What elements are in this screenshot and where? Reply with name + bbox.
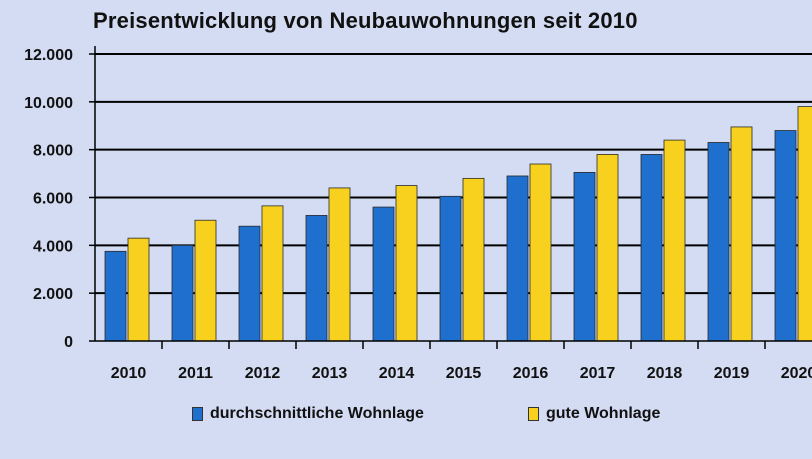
bar-durchschnittliche-wohnlage-2012	[238, 225, 261, 342]
bar-gute-wohnlage-2017	[596, 154, 619, 342]
legend-swatch-yellow	[528, 407, 539, 421]
legend-label: gute Wohnlage	[546, 405, 661, 422]
bar-durchschnittliche-wohnlage-2014	[372, 206, 395, 342]
y-tick-label: 4.000	[33, 238, 73, 255]
y-tick-label: 6.000	[33, 191, 73, 208]
x-tick-label: 2016	[513, 365, 549, 382]
bar-gute-wohnlage-2013	[328, 187, 351, 342]
bar-gute-wohnlage-2010	[127, 237, 150, 342]
bar-durchschnittliche-wohnlage-2018	[640, 154, 663, 342]
bar-durchschnittliche-wohnlage-2019	[707, 142, 730, 342]
x-tick-label: 2015	[446, 365, 482, 382]
bar-gute-wohnlage-2012	[261, 205, 284, 342]
bar-durchschnittliche-wohnlage-2013	[305, 215, 328, 342]
legend-item-gute-wohnlage: gute Wohnlage	[528, 404, 660, 424]
y-tick-label: 10.000	[24, 95, 73, 112]
legend-item-durchschnittliche-wohnlage: durchschnittliche Wohnlage	[192, 404, 424, 424]
legend-label: durchschnittliche Wohnlage	[210, 405, 424, 422]
bar-durchschnittliche-wohnlage-2010	[104, 250, 127, 342]
bar-gute-wohnlage-2019	[730, 126, 753, 342]
x-tick-label: 2012	[245, 365, 281, 382]
bar-gute-wohnlage-2020	[797, 106, 812, 342]
x-tick-label: 2013	[312, 365, 348, 382]
bar-gute-wohnlage-2016	[529, 163, 552, 342]
chart-title: Preisentwicklung von Neubauwohnungen sei…	[93, 8, 638, 33]
y-tick-label: 12.000	[24, 47, 73, 64]
y-tick-label: 0	[64, 334, 73, 351]
bar-gute-wohnlage-2011	[194, 219, 217, 342]
bar-durchschnittliche-wohnlage-2011	[171, 244, 194, 342]
x-tick-label: 2014	[379, 365, 415, 382]
bar-durchschnittliche-wohnlage-2016	[506, 175, 529, 342]
x-tick-label: 2018	[647, 365, 683, 382]
bar-gute-wohnlage-2014	[395, 185, 418, 342]
y-tick-label: 2.000	[33, 286, 73, 303]
x-tick-label: 2010	[111, 365, 147, 382]
x-tick-label: 2017	[580, 365, 616, 382]
bar-durchschnittliche-wohnlage-2020	[774, 130, 797, 342]
bar-gute-wohnlage-2015	[462, 177, 485, 342]
legend-swatch-blue	[192, 407, 203, 421]
x-tick-label: 2011	[178, 365, 213, 382]
bar-durchschnittliche-wohnlage-2015	[439, 195, 462, 342]
bar-durchschnittliche-wohnlage-2017	[573, 171, 596, 342]
x-tick-label: 2020	[781, 365, 812, 382]
y-tick-label: 8.000	[33, 143, 73, 160]
bar-gute-wohnlage-2018	[663, 139, 686, 342]
x-tick-label: 2019	[714, 365, 750, 382]
